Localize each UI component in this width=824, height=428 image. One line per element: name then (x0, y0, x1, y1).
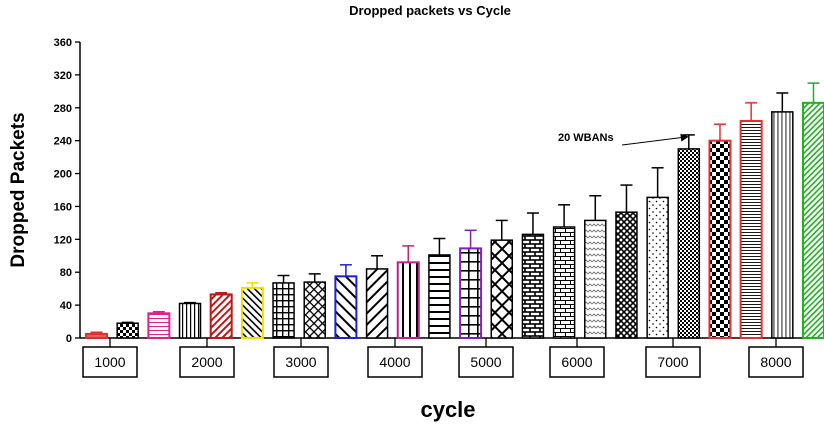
category-label: 3000 (273, 338, 329, 378)
category-box (549, 346, 605, 378)
bar-group (646, 167, 669, 339)
category-box (645, 346, 701, 378)
bar (708, 139, 732, 339)
bar (147, 312, 171, 340)
y-tick-label: 320 (54, 70, 72, 82)
category-box (367, 346, 423, 378)
bar-group (771, 92, 794, 339)
bar-group (209, 292, 233, 339)
bar-group (240, 282, 264, 340)
bar (209, 293, 233, 339)
bar-group (272, 274, 295, 339)
bar (584, 219, 607, 339)
bar-group (178, 301, 202, 339)
bar (116, 322, 139, 339)
bar (272, 282, 295, 339)
y-tick-label: 40 (60, 300, 72, 312)
category-text: 1000 (94, 354, 125, 370)
bar-group (490, 219, 514, 339)
bar (178, 302, 202, 339)
category-box (748, 346, 804, 378)
category-text: 2000 (191, 354, 222, 370)
x-axis-label: cycle (420, 397, 475, 422)
category-label: 2000 (179, 338, 235, 378)
category-text: 4000 (379, 354, 410, 370)
bar-group (708, 123, 732, 339)
y-tick-label: 240 (54, 136, 72, 148)
bar-group (334, 264, 358, 340)
bar-group (615, 184, 638, 339)
bar-group (459, 229, 483, 339)
bar-group (116, 321, 139, 339)
bar (646, 196, 669, 339)
category-text: 5000 (470, 354, 501, 370)
y-tick-label: 120 (54, 234, 72, 246)
y-tick-label: 80 (60, 267, 72, 279)
bar (521, 233, 545, 339)
y-ticks: 0 40 80 120 160 200 240 280 320 360 (54, 37, 80, 345)
bar (490, 239, 514, 339)
bar-group (147, 310, 171, 340)
bar-group (428, 237, 451, 339)
category-box (273, 346, 329, 378)
category-label: 7000 (645, 338, 701, 378)
annotation: 20 WBANs (558, 132, 689, 146)
bar (771, 111, 794, 339)
category-box (458, 346, 514, 378)
y-tick-label: 200 (54, 169, 72, 181)
bar (365, 268, 389, 339)
bars-group (85, 82, 824, 340)
category-text: 3000 (285, 354, 316, 370)
category-text: 6000 (561, 354, 592, 370)
category-label: 4000 (367, 338, 423, 378)
bar-group (584, 195, 607, 339)
bar-group (303, 273, 326, 339)
bar (802, 101, 824, 339)
chart-title: Dropped packets vs Cycle (349, 3, 511, 18)
category-label: 8000 (748, 338, 804, 378)
y-tick-label: 0 (66, 333, 72, 345)
bar-group (802, 82, 824, 339)
annotation-arrow (621, 133, 689, 146)
bar (615, 211, 638, 339)
bar-group (552, 204, 576, 339)
bar (677, 148, 701, 339)
category-box (179, 346, 235, 378)
category-text: 7000 (657, 354, 688, 370)
category-text: 8000 (760, 354, 791, 370)
category-box (82, 346, 138, 378)
category-labels: 1000 2000 3000 4000 5000 6000 7000 8000 (82, 338, 804, 378)
bar (334, 275, 358, 340)
bar-group (521, 212, 545, 339)
bar-group (739, 102, 763, 339)
bar (85, 332, 108, 339)
category-label: 1000 (82, 338, 138, 378)
y-tick-label: 280 (54, 103, 72, 115)
annotation-label: 20 WBANs (558, 132, 614, 144)
bar-group (365, 255, 389, 339)
bar (303, 281, 326, 339)
bar-group (85, 331, 108, 339)
bar (428, 254, 451, 339)
bar (459, 247, 483, 339)
y-tick-label: 360 (54, 37, 72, 49)
category-label: 6000 (549, 338, 605, 378)
y-tick-label: 160 (54, 201, 72, 213)
category-label: 5000 (458, 338, 514, 378)
bar-group (396, 245, 420, 340)
bar-group (677, 134, 701, 339)
bar (396, 261, 420, 340)
y-axis-label: Dropped Packets (8, 112, 29, 267)
bar (739, 119, 763, 339)
bar (240, 286, 264, 340)
bar (552, 226, 576, 339)
